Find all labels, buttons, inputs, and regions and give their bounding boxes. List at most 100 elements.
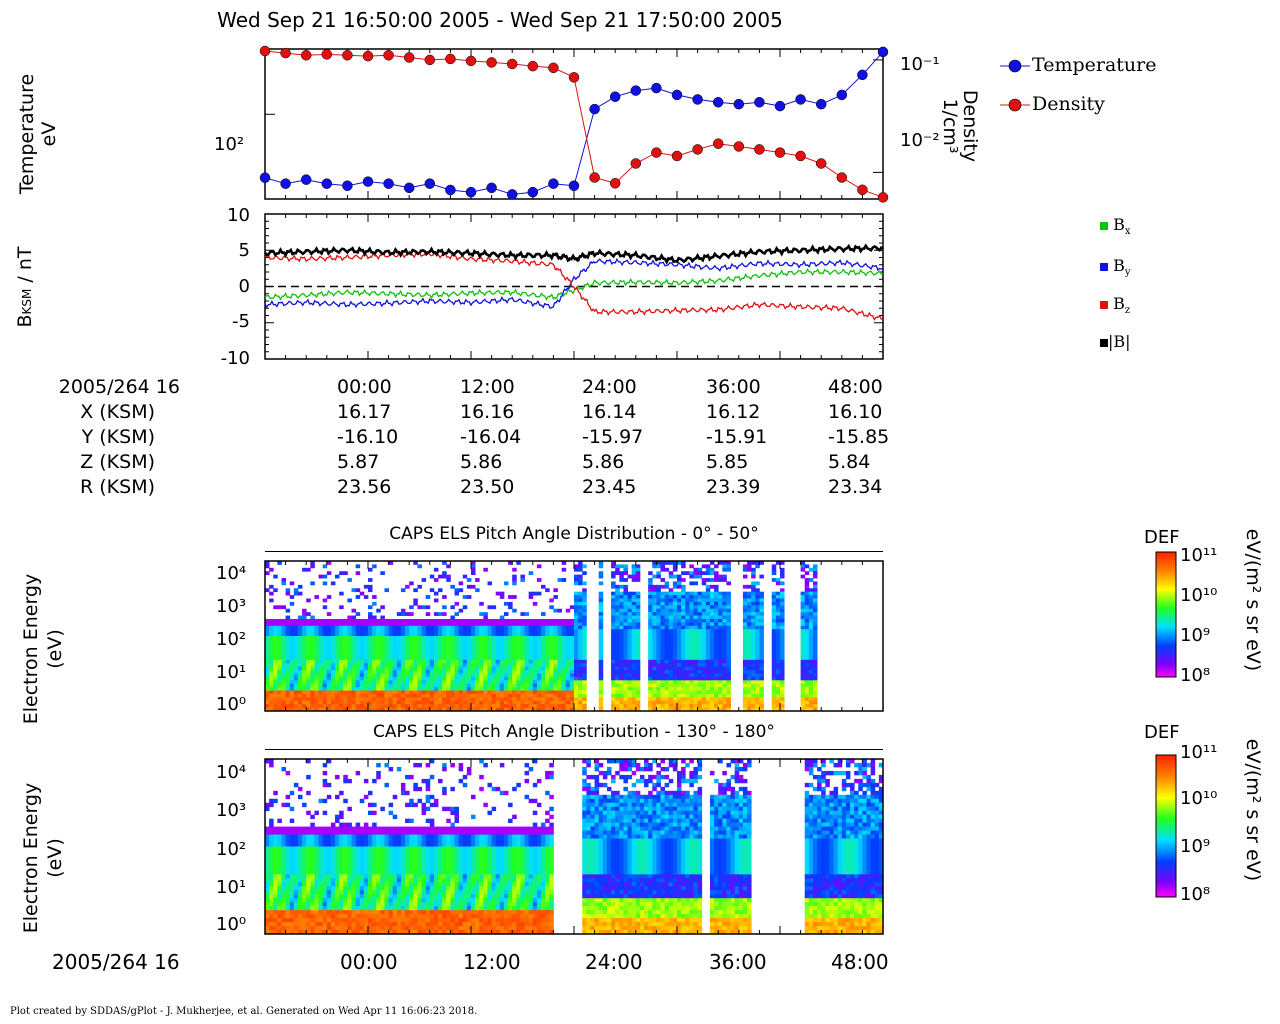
- density-point: [300, 49, 312, 61]
- density-point: [609, 178, 621, 189]
- temperature-point: [795, 94, 806, 105]
- legend-bz: Bz: [1100, 294, 1130, 316]
- legend-btot: |B|: [1100, 332, 1131, 351]
- temperature-point: [300, 174, 312, 185]
- temperature-point: [342, 180, 353, 191]
- panel1-y2tick: 10⁻²: [900, 130, 940, 151]
- temperature-point: [383, 178, 394, 189]
- bottom-tick: 00:00: [340, 950, 398, 974]
- spectrogram1-topline: [265, 551, 883, 552]
- legend-density: Density: [1032, 93, 1105, 115]
- temp-density-plot: [259, 45, 889, 203]
- temperature-point: [506, 189, 518, 200]
- density-point: [548, 62, 559, 74]
- legend-by: By: [1100, 256, 1131, 278]
- temperature-point: [877, 46, 889, 58]
- temperature-point: [403, 182, 415, 194]
- density-point: [795, 150, 806, 162]
- spectrogram1-title: CAPS ELS Pitch Angle Distribution - 0° -…: [389, 524, 759, 544]
- temperature-point: [465, 186, 477, 198]
- eph-col4-z: 5.84: [828, 451, 871, 473]
- btot-line: [264, 243, 884, 265]
- colorbar1: [1155, 551, 1177, 678]
- density-point: [733, 141, 745, 152]
- eph-col2-z: 5.86: [582, 451, 625, 473]
- temperature-point: [589, 103, 600, 115]
- spectrogram1-ylabel: Electron Energy (eV): [20, 573, 66, 725]
- eph-col0-time: 00:00: [337, 376, 392, 398]
- legend-temperature: Temperature: [1032, 54, 1157, 76]
- density-point: [857, 184, 868, 196]
- temperature-points: [259, 46, 889, 200]
- colorbar2-tick: 10¹¹: [1180, 742, 1218, 763]
- legend-density-marker: [1000, 98, 1030, 112]
- density-points: [259, 45, 889, 203]
- eph-col1-z: 5.86: [460, 451, 503, 473]
- temperature-point: [774, 100, 786, 112]
- temperature-point: [568, 180, 580, 191]
- eph-row-x: X (KSM): [80, 401, 155, 423]
- panel2-ylabel: BKSM / nT: [14, 246, 36, 328]
- eph-col0-y: -16.10: [337, 426, 399, 448]
- eph-col0-z: 5.87: [337, 451, 380, 473]
- legend-temperature-marker: [1000, 59, 1030, 73]
- spectrogram1-plot: [264, 560, 884, 712]
- bottom-date-label: 2005/264 16: [52, 950, 180, 974]
- eph-col1-x: 16.16: [460, 401, 515, 423]
- spectrogram2-topline: [265, 749, 883, 750]
- temperature-point: [445, 184, 456, 196]
- panel2-ytick: -10: [220, 348, 250, 369]
- colorbar2-title: DEF: [1144, 722, 1180, 743]
- spectrogram2-ylabel: Electron Energy (eV): [20, 782, 66, 934]
- temperature-point: [671, 89, 683, 101]
- panel2-ytick: 10: [227, 205, 250, 226]
- eph-col4-y: -15.85: [828, 426, 890, 448]
- temperature-point: [836, 89, 848, 101]
- colorbar2-tick: 10⁹: [1180, 836, 1211, 857]
- eph-col2-y: -15.97: [582, 426, 644, 448]
- temperature-point: [692, 94, 703, 105]
- eph-col3-time: 36:00: [706, 376, 761, 398]
- eph-col3-r: 23.39: [706, 476, 761, 498]
- density-point: [630, 158, 642, 169]
- panel1-ytick: 10²: [214, 134, 245, 155]
- eph-col4-r: 23.34: [828, 476, 883, 498]
- eph-row-y: Y (KSM): [81, 426, 155, 448]
- temperature-point: [733, 98, 745, 110]
- colorbar1-tick: 10¹¹: [1180, 545, 1218, 566]
- colorbar2: [1155, 754, 1177, 898]
- eph-col4-x: 16.10: [828, 401, 883, 423]
- density-point: [486, 57, 497, 68]
- bottom-tick: 24:00: [585, 950, 643, 974]
- eph-row-r: R (KSM): [80, 476, 155, 498]
- density-point: [362, 50, 374, 62]
- eph-col1-y: -16.04: [460, 426, 522, 448]
- density-point: [815, 158, 827, 169]
- eph-col4-time: 48:00: [828, 376, 883, 398]
- density-point: [506, 58, 518, 70]
- spec2-ytick: 10¹: [216, 877, 247, 898]
- panel1-ylabel: Temperature eV: [16, 73, 60, 195]
- temperature-point: [259, 172, 271, 183]
- density-point: [445, 53, 456, 65]
- density-point: [342, 49, 353, 61]
- bottom-tick: 48:00: [831, 950, 889, 974]
- temperature-point: [280, 178, 291, 189]
- temperature-point: [712, 96, 724, 108]
- density-point: [692, 144, 703, 155]
- eph-col1-r: 23.50: [460, 476, 515, 498]
- colorbar2-unit: eV/(m² s sr eV): [1242, 738, 1264, 882]
- density-point: [280, 47, 291, 59]
- temperature-point: [321, 178, 333, 189]
- footer-credit: Plot created by SDDAS/gPlot - J. Mukherj…: [10, 1006, 478, 1017]
- spec1-ytick: 10³: [216, 596, 247, 617]
- eph-col2-r: 23.45: [582, 476, 637, 498]
- temperature-point: [857, 69, 868, 81]
- density-point: [321, 49, 333, 60]
- eph-row-z: Z (KSM): [80, 451, 155, 473]
- density-point: [712, 138, 724, 149]
- temperature-point: [424, 178, 436, 189]
- colorbar1-title: DEF: [1144, 527, 1180, 548]
- spec2-ytick: 10²: [216, 839, 247, 860]
- spectrogram2-plot: [264, 758, 884, 935]
